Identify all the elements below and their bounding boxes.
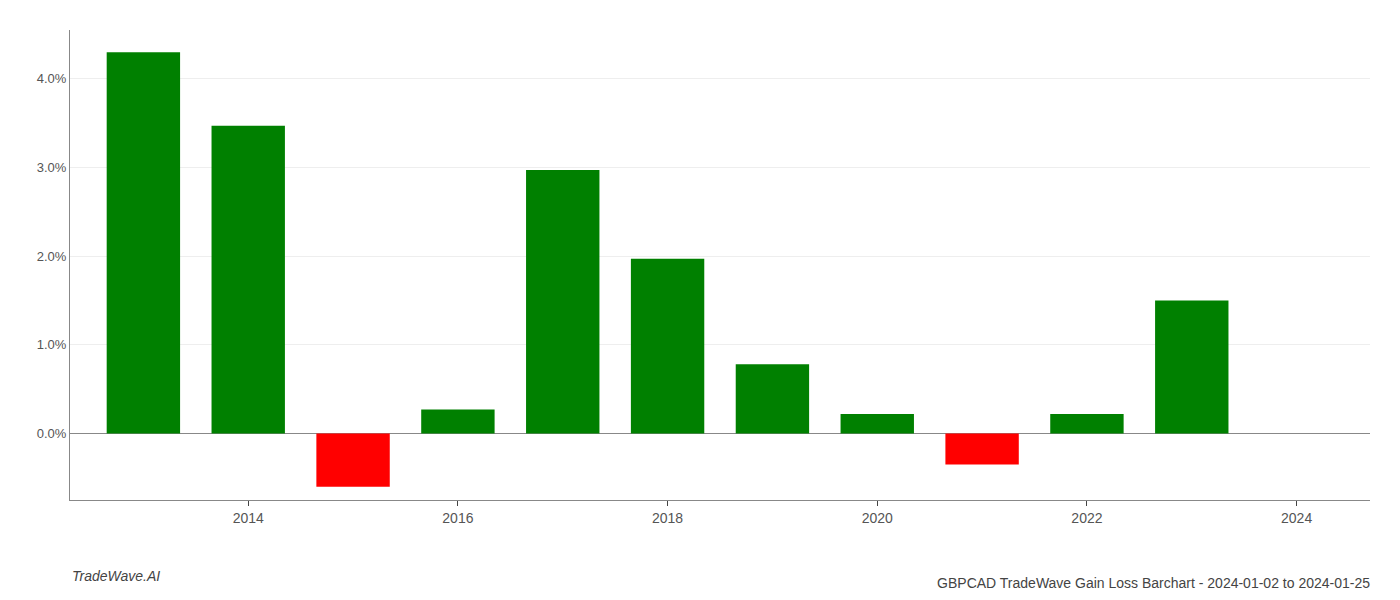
svg-text:3.0%: 3.0%: [37, 160, 67, 175]
svg-text:2020: 2020: [862, 510, 893, 526]
svg-text:1.0%: 1.0%: [37, 337, 67, 352]
svg-text:4.0%: 4.0%: [37, 71, 67, 86]
svg-text:2024: 2024: [1281, 510, 1312, 526]
svg-text:0.0%: 0.0%: [37, 426, 67, 441]
svg-text:TradeWave.AI: TradeWave.AI: [72, 568, 160, 584]
svg-text:2.0%: 2.0%: [37, 249, 67, 264]
svg-text:2022: 2022: [1071, 510, 1102, 526]
svg-text:2016: 2016: [442, 510, 473, 526]
svg-text:2014: 2014: [233, 510, 264, 526]
svg-text:2018: 2018: [652, 510, 683, 526]
svg-text:GBPCAD TradeWave Gain Loss Bar: GBPCAD TradeWave Gain Loss Barchart - 20…: [937, 575, 1370, 591]
